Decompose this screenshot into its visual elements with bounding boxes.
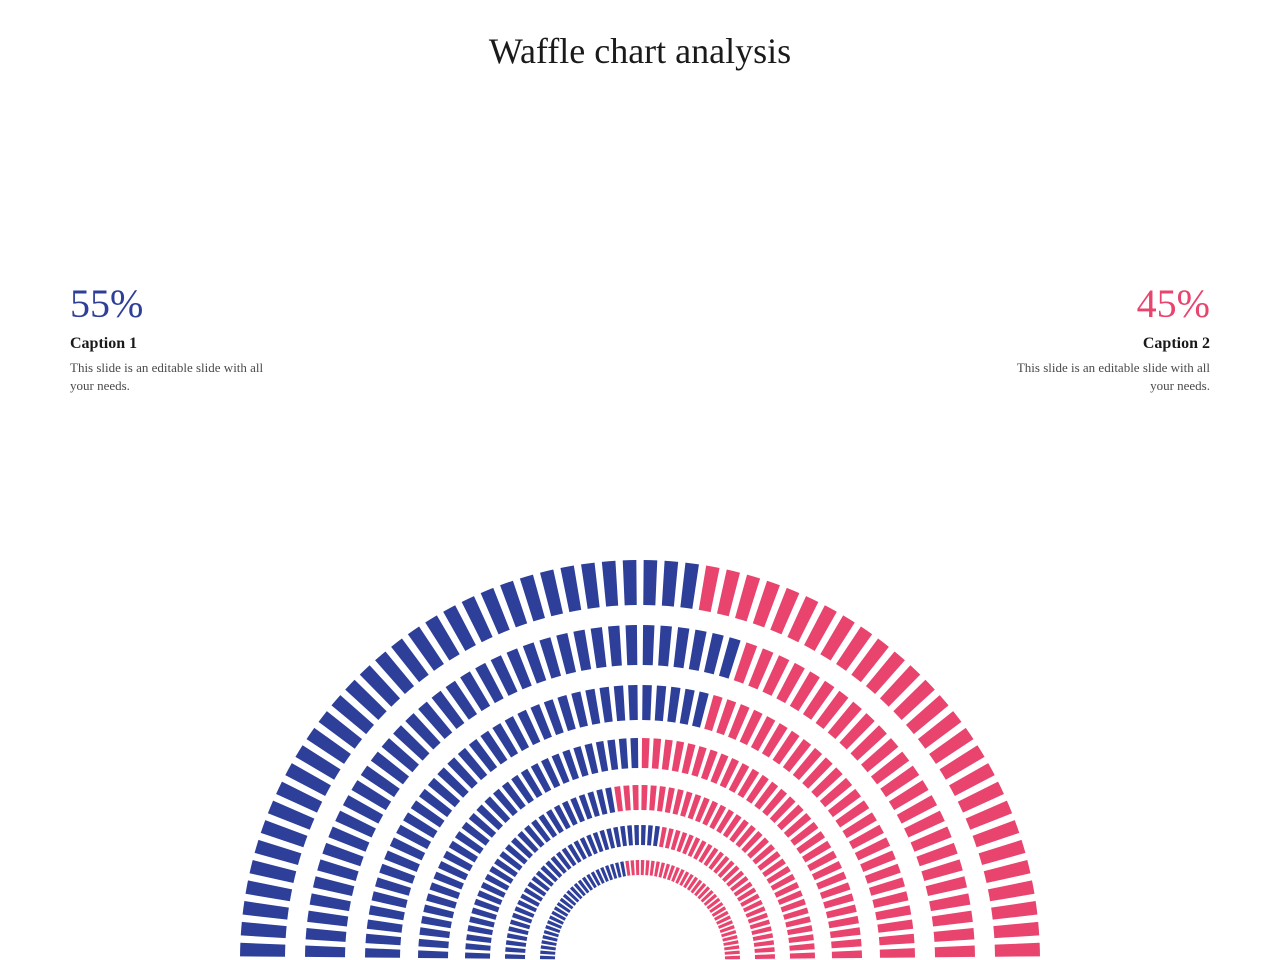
left-percent: 55%: [70, 280, 270, 327]
radial-chart-svg: [240, 550, 1040, 960]
page-title: Waffle chart analysis: [0, 30, 1280, 72]
left-caption-title: Caption 1: [70, 335, 270, 353]
left-caption-desc: This slide is an editable slide with all…: [70, 359, 270, 395]
right-caption-title: Caption 2: [1010, 335, 1210, 353]
radial-chart: [240, 560, 1040, 960]
right-caption-block: 45% Caption 2 This slide is an editable …: [1010, 280, 1210, 395]
right-percent: 45%: [1010, 280, 1210, 327]
right-caption-desc: This slide is an editable slide with all…: [1010, 359, 1210, 395]
left-caption-block: 55% Caption 1 This slide is an editable …: [70, 280, 270, 395]
